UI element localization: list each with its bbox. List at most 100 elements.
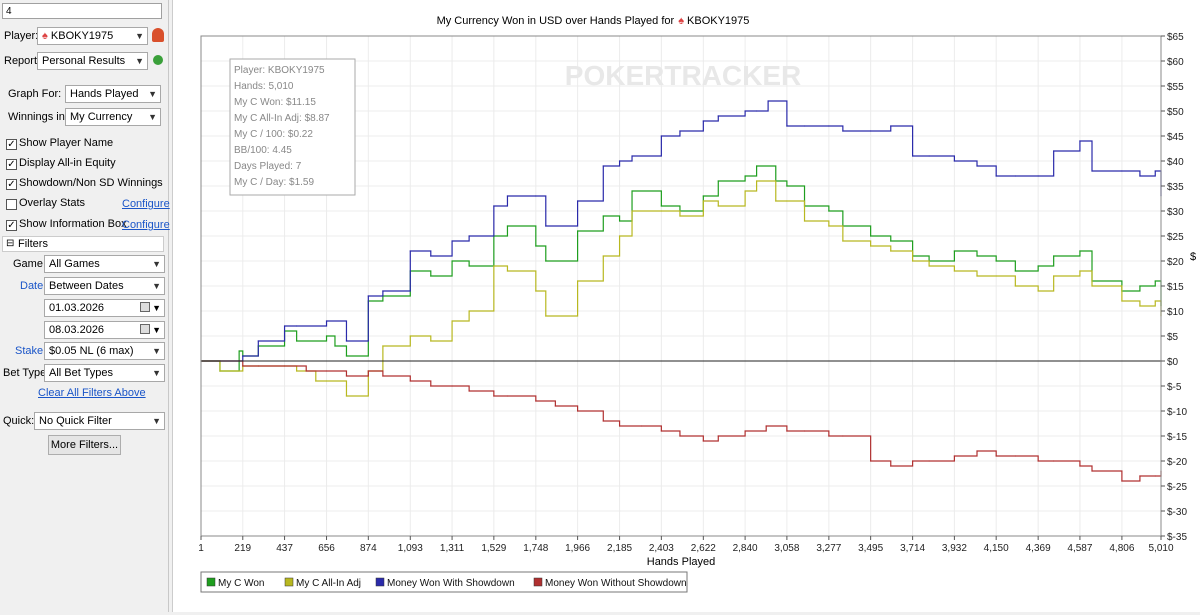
y-tick-label: $55 [1167, 82, 1184, 93]
legend-label-2: Money Won With Showdown [387, 578, 515, 589]
quick-label: Quick: [3, 415, 35, 427]
clear-filters-link[interactable]: Clear All Filters Above [38, 387, 146, 399]
series-point-2-11 [451, 240, 453, 242]
series-point-3-5 [325, 370, 328, 372]
chevron-down-icon: ▼ [152, 259, 161, 269]
stake-row: Stake: [15, 341, 46, 361]
user-icon[interactable] [152, 28, 164, 42]
series-point-1-44 [1079, 270, 1081, 272]
x-tick-label: 3,495 [858, 543, 883, 554]
winnings-in-select[interactable]: My Currency ▼ [65, 108, 161, 126]
checkbox-4[interactable]: ✓ [6, 220, 17, 231]
series-point-3-45 [1154, 475, 1156, 477]
series-point-1-6 [315, 380, 317, 382]
stake-select[interactable]: $0.05 NL (6 max) ▼ [44, 342, 165, 360]
quick-row: Quick: [3, 411, 34, 431]
series-point-1-7 [325, 380, 328, 382]
configure-overlay-link[interactable]: Configure [122, 198, 170, 210]
series-point-2-27 [767, 100, 769, 102]
chart-title-player: KBOKY1975 [687, 15, 749, 27]
date-range-select[interactable]: Between Dates ▼ [44, 277, 165, 295]
x-tick-label: 4,587 [1067, 543, 1092, 554]
series-point-0-19 [545, 260, 547, 262]
series-point-2-2 [257, 340, 259, 342]
chart-title-text: My Currency Won in USD over Hands Played… [437, 15, 675, 27]
game-select[interactable]: All Games ▼ [44, 255, 165, 273]
calendar-icon[interactable] [140, 324, 150, 334]
bet-type-select[interactable]: All Bet Types ▼ [44, 364, 165, 382]
legend-swatch-2 [375, 577, 385, 587]
quick-filter-select[interactable]: No Quick Filter ▼ [34, 412, 165, 430]
graph-for-row: Graph For: [8, 84, 61, 104]
legend-label-3: Money Won Without Showdown [545, 578, 687, 589]
series-point-0-44 [1053, 255, 1055, 257]
chevron-down-icon: ▼ [152, 368, 161, 378]
configure-info-box-link[interactable]: Configure [122, 219, 170, 231]
series-point-2-25 [744, 110, 746, 112]
player-select[interactable]: ♠ KBOKY1975 ▼ [37, 27, 148, 45]
series-point-2-14 [506, 195, 509, 197]
date-from-picker[interactable]: 01.03.2026 ▼ [44, 299, 165, 317]
series-point-0-27 [717, 180, 719, 182]
x-tick-label: 2,403 [649, 543, 674, 554]
chevron-down-icon: ▼ [152, 416, 161, 426]
series-point-3-43 [1121, 480, 1123, 482]
series-point-1-19 [577, 280, 579, 282]
y-tick-label: $60 [1167, 57, 1184, 68]
series-point-2-13 [493, 205, 495, 207]
more-filters-button[interactable]: More Filters... [48, 435, 121, 455]
series-point-3-42 [1091, 470, 1093, 472]
series-point-2-18 [602, 165, 604, 167]
y-tick-label: $-30 [1167, 507, 1187, 518]
series-point-2-6 [345, 340, 348, 342]
series-point-0-42 [1014, 270, 1016, 272]
date-to-picker[interactable]: 08.03.2026 ▼ [44, 321, 165, 339]
series-point-2-8 [382, 290, 384, 292]
series-point-2-44 [1121, 170, 1123, 172]
series-point-0-33 [828, 210, 830, 212]
series-point-0-29 [756, 165, 758, 167]
y-tick-label: $-5 [1167, 382, 1182, 393]
series-point-0-13 [430, 275, 432, 277]
calendar-icon[interactable] [140, 302, 150, 312]
chevron-down-icon: ▼ [152, 281, 161, 291]
series-point-3-41 [1079, 465, 1081, 467]
checkbox-0[interactable]: ✓ [6, 139, 17, 150]
report-select[interactable]: Personal Results ▼ [37, 52, 148, 70]
legend-swatch-1 [284, 577, 294, 587]
series-point-0-20 [577, 230, 579, 232]
series-point-1-11 [409, 335, 411, 337]
chevron-down-icon: ▼ [148, 112, 157, 122]
top-input[interactable]: 4 [2, 3, 162, 19]
graph-for-select[interactable]: Hands Played ▼ [65, 85, 161, 103]
series-point-3-29 [828, 435, 830, 437]
series-point-1-32 [828, 225, 830, 227]
series-point-2-40 [1037, 175, 1039, 177]
series-point-1-29 [775, 200, 777, 202]
collapse-icon[interactable]: ⊟ [6, 238, 15, 249]
series-point-0-17 [506, 225, 509, 227]
series-point-2-17 [577, 200, 579, 202]
checkbox-3[interactable] [6, 199, 17, 210]
series-point-0-7 [325, 335, 328, 337]
chart-pane: POKERTRACKER $65 $60 $55 $50 $45 $40 $35 $30 $25… [172, 0, 1200, 612]
series-point-1-41 [1014, 285, 1016, 287]
x-tick-label: 2,840 [733, 543, 758, 554]
legend-label-1: My C All-In Adj [296, 578, 361, 589]
series-point-2-36 [953, 160, 955, 162]
series-point-2-22 [679, 130, 681, 132]
series-point-0-41 [995, 260, 997, 262]
series-point-2-33 [890, 125, 892, 127]
series-point-2-24 [717, 115, 719, 117]
refresh-icon[interactable] [153, 55, 163, 65]
y-tick-label: $30 [1167, 207, 1184, 218]
series-point-2-20 [631, 155, 633, 157]
series-point-0-39 [953, 250, 955, 252]
checkbox-1[interactable]: ✓ [6, 159, 17, 170]
filters-header[interactable]: ⊟ Filters [2, 236, 164, 252]
series-point-1-30 [786, 200, 788, 202]
x-tick-label: 2,622 [691, 543, 716, 554]
checkbox-2[interactable]: ✓ [6, 179, 17, 190]
game-row: Game: [13, 254, 46, 274]
winnings-in-row: Winnings in: [8, 107, 68, 127]
